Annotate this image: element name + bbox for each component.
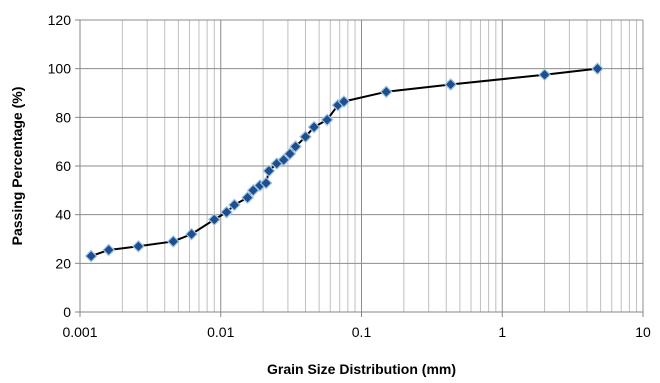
- data-point: [320, 113, 334, 127]
- y-tick-label: 80: [55, 109, 71, 125]
- data-point: [207, 213, 221, 226]
- data-point: [241, 191, 254, 204]
- data-point: [228, 198, 241, 212]
- grid: [79, 19, 644, 313]
- y-tick-label: 0: [63, 304, 71, 320]
- data-point: [262, 164, 276, 178]
- data-point: [289, 140, 302, 153]
- data-point: [102, 243, 116, 257]
- x-tick-label: 1: [498, 324, 506, 340]
- data-point: [444, 78, 458, 91]
- data-point: [220, 205, 233, 219]
- data-point: [591, 62, 604, 76]
- y-tick-label: 20: [55, 255, 71, 271]
- series-layer: [84, 62, 604, 263]
- x-tick-label: 10: [635, 324, 651, 340]
- data-point: [337, 95, 351, 108]
- data-point: [307, 120, 321, 134]
- data-point: [538, 68, 551, 82]
- y-tick-label: 60: [55, 158, 71, 174]
- data-point: [185, 227, 198, 241]
- y-tick-label: 120: [48, 12, 72, 28]
- data-point: [283, 147, 297, 161]
- data-point: [259, 176, 273, 190]
- x-tick-label: 0.1: [352, 324, 372, 340]
- data-point: [277, 153, 291, 167]
- data-point: [84, 249, 98, 263]
- data-point: [379, 85, 393, 99]
- x-tick-label: 0.001: [62, 324, 97, 340]
- y-axis-title: Passing Percentage (%): [9, 87, 25, 246]
- y-tick-label: 100: [48, 61, 72, 77]
- y-tick-label: 40: [55, 207, 71, 223]
- data-point: [166, 235, 180, 248]
- axes: [75, 19, 644, 317]
- data-point: [299, 130, 312, 144]
- data-point: [132, 239, 145, 253]
- x-axis-title: Grain Size Distribution (mm): [267, 361, 456, 377]
- x-tick-label: 0.01: [207, 324, 234, 340]
